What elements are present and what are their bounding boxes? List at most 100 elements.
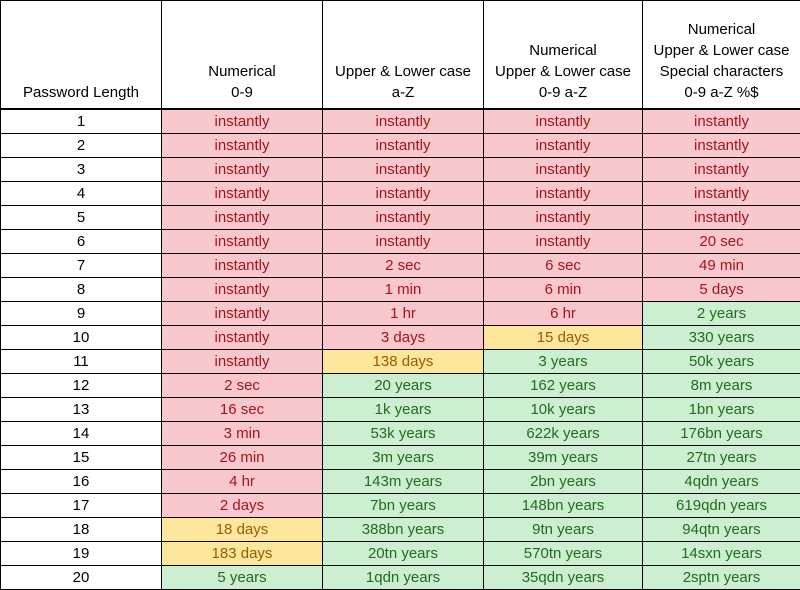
crack-time-cell: 176bn years (643, 422, 800, 446)
crack-time-cell: 16 sec (162, 398, 323, 422)
column-header-line: 0-9 a-Z (486, 82, 640, 103)
crack-time-cell: 20 years (323, 374, 484, 398)
crack-time-cell: 15 days (484, 326, 643, 350)
crack-time-cell: 49 min (643, 254, 800, 278)
crack-time-cell: instantly (323, 206, 484, 230)
crack-time-cell: 2bn years (484, 470, 643, 494)
crack-time-cell: instantly (162, 302, 323, 326)
crack-time-cell: 2sptn years (643, 566, 800, 590)
column-header-line: Upper & Lower case (645, 40, 798, 61)
password-length-cell: 9 (1, 302, 162, 326)
crack-time-cell: 8m years (643, 374, 800, 398)
crack-time-cell: instantly (162, 158, 323, 182)
password-length-cell: 13 (1, 398, 162, 422)
crack-time-cell: 27tn years (643, 446, 800, 470)
crack-time-cell: instantly (484, 206, 643, 230)
crack-time-cell: instantly (643, 206, 800, 230)
column-header-line: Numerical (645, 19, 798, 40)
password-length-cell: 7 (1, 254, 162, 278)
password-length-cell: 10 (1, 326, 162, 350)
password-length-cell: 17 (1, 494, 162, 518)
crack-time-cell: 570tn years (484, 542, 643, 566)
crack-time-cell: instantly (162, 254, 323, 278)
crack-time-cell: instantly (643, 182, 800, 206)
column-header-line: Numerical (486, 40, 640, 61)
crack-time-cell: 3m years (323, 446, 484, 470)
crack-time-cell: 5 days (643, 278, 800, 302)
password-length-cell: 12 (1, 374, 162, 398)
crack-time-cell: 10k years (484, 398, 643, 422)
password-length-cell: 19 (1, 542, 162, 566)
crack-time-cell: instantly (162, 109, 323, 134)
crack-time-cell: instantly (484, 134, 643, 158)
crack-time-cell: 1 hr (323, 302, 484, 326)
password-length-cell: 6 (1, 230, 162, 254)
crack-time-cell: 14sxn years (643, 542, 800, 566)
crack-time-cell: instantly (643, 158, 800, 182)
crack-time-cell: 9tn years (484, 518, 643, 542)
crack-time-cell: 3 years (484, 350, 643, 374)
crack-time-cell: 162 years (484, 374, 643, 398)
column-header-line: Password Length (3, 82, 159, 103)
password-length-cell: 5 (1, 206, 162, 230)
crack-time-cell: instantly (162, 134, 323, 158)
column-header-line: 0-9 a-Z %$ (645, 82, 798, 103)
crack-time-cell: 4qdn years (643, 470, 800, 494)
crack-time-cell: instantly (323, 158, 484, 182)
password-length-cell: 3 (1, 158, 162, 182)
password-length-cell: 15 (1, 446, 162, 470)
crack-time-cell: instantly (162, 326, 323, 350)
column-header-line: 0-9 (164, 82, 320, 103)
crack-time-cell: 35qdn years (484, 566, 643, 590)
crack-time-cell: 3 days (323, 326, 484, 350)
crack-time-cell: 619qdn years (643, 494, 800, 518)
crack-time-cell: 183 days (162, 542, 323, 566)
crack-time-cell: 2 days (162, 494, 323, 518)
crack-time-cell: 2 sec (323, 254, 484, 278)
crack-time-cell: 26 min (162, 446, 323, 470)
crack-time-cell: 622k years (484, 422, 643, 446)
crack-time-cell: 138 days (323, 350, 484, 374)
crack-time-cell: 1k years (323, 398, 484, 422)
crack-time-cell: 148bn years (484, 494, 643, 518)
column-header-line: Upper & Lower case (486, 61, 640, 82)
crack-time-cell: 20 sec (643, 230, 800, 254)
crack-time-cell: instantly (323, 134, 484, 158)
crack-time-cell: instantly (484, 182, 643, 206)
crack-time-cell: 18 days (162, 518, 323, 542)
crack-time-cell: 20tn years (323, 542, 484, 566)
password-length-cell: 11 (1, 350, 162, 374)
column-header-password-length: Password Length (1, 1, 162, 110)
crack-time-cell: 2 years (643, 302, 800, 326)
column-header-line: Upper & Lower case (325, 61, 481, 82)
password-length-cell: 20 (1, 566, 162, 590)
crack-time-cell: 143m years (323, 470, 484, 494)
password-length-cell: 4 (1, 182, 162, 206)
crack-time-cell: 7bn years (323, 494, 484, 518)
crack-time-cell: instantly (484, 230, 643, 254)
column-header-line: Special characters (645, 61, 798, 82)
column-header-line: Numerical (164, 61, 320, 82)
